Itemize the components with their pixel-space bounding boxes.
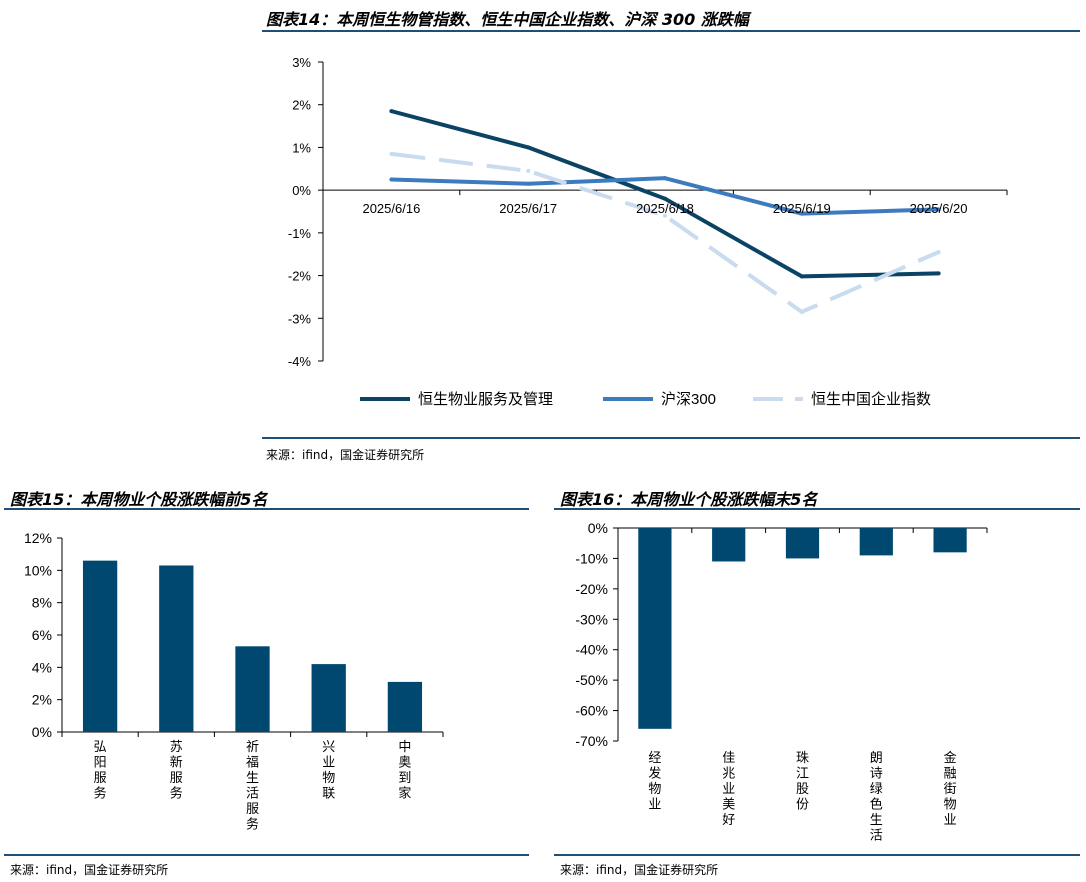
line-series-1-point [526, 145, 531, 150]
bottom5-chart-y-tick-label: -40% [575, 642, 608, 658]
line-series-2-point [663, 176, 667, 181]
line-series-2-point [936, 207, 941, 212]
line-chart-x-tick-label: 2025/6/19 [773, 201, 831, 216]
bottom5-chart-y-tick-label: -10% [575, 550, 608, 566]
legend-label-2: 沪深300 [661, 391, 716, 408]
line-chart-x-tick-label: 2025/6/17 [499, 201, 557, 216]
bottom5-chart-bar [785, 528, 820, 559]
bottom5-chart-category-label: 珠江股份 [796, 750, 809, 812]
line-series-2-point [389, 177, 394, 182]
bottom5-chart-y-tick-label: -60% [575, 703, 608, 719]
line-chart-x-tick-label: 2025/6/18 [636, 201, 694, 216]
line-series-1-point [389, 109, 394, 114]
top5-chart-bar [235, 646, 270, 732]
figure16-bottom-rule [554, 854, 1080, 856]
bottom5-chart-category-label: 金融街物业 [944, 750, 957, 827]
bottom5-chart-bar [638, 528, 672, 729]
top5-chart-y-tick-label: 6% [32, 627, 52, 643]
line-series-1-point [799, 274, 804, 279]
bottom5-chart-y-tick-label: -20% [575, 581, 608, 597]
line-chart-y-tick-label: -4% [288, 354, 312, 369]
top5-chart-y-tick-label: 10% [24, 562, 52, 578]
top5-chart-category-label: 苏新服务 [170, 739, 183, 801]
line-series-3-point [799, 309, 804, 314]
line-chart-y-tick-label: 2% [292, 98, 311, 113]
line-series-1 [390, 109, 939, 279]
line-series-1-point [663, 196, 667, 201]
line-series-3-point [663, 213, 667, 218]
bottom5-chart-bar [712, 528, 746, 562]
top5-chart-y-tick-label: 12% [24, 530, 52, 546]
top5-chart-category-label: 弘阳服务 [94, 739, 107, 801]
line-series-3-point [389, 151, 394, 156]
figure16-top-rule [554, 508, 1080, 510]
line-chart-y-tick-label: -1% [288, 226, 312, 241]
bottom5-chart-bar [933, 528, 967, 553]
legend-label-1: 恒生物业服务及管理 [418, 391, 553, 408]
line-chart: 3% 2% 1% 0% -1% -2% -3% -4% 2025/6/16 2025/6/17 20… [288, 55, 1008, 408]
figure16-source: 来源：ifind，国金证券研究所 [560, 863, 719, 877]
figure15-bottom-rule [4, 854, 529, 856]
line-chart-x-tick-label: 2025/6/16 [362, 201, 420, 216]
line-chart-y-tick-label: -3% [288, 311, 312, 326]
top5-chart-y-tick-label: 8% [32, 595, 52, 611]
top5-chart-bar [82, 560, 118, 732]
bottom5-chart-y-tick-label: -70% [575, 733, 608, 749]
line-series-1-point [936, 271, 941, 276]
bottom5-chart-y-tick-label: 0% [588, 520, 608, 536]
figure15-source: 来源：ifind，国金证券研究所 [10, 863, 169, 877]
figure14-title: 图表14：本周恒生物管指数、恒生中国企业指数、沪深 300 涨跌幅 [266, 10, 749, 29]
line-series-2-point [799, 211, 804, 216]
top5-bar-chart: 12% 10% 8% 6% 4% 2% 0% 弘阳服务 苏新服务 祈福生活服务 兴业物联 中奥到家 [24, 530, 444, 832]
line-series-3 [391, 151, 940, 314]
top5-chart-bar [387, 681, 423, 732]
bottom5-bar-chart: 0% -10% -20% -30% -40% -50% -60% -70% 经发物业 佳兆业美好 珠… [575, 520, 988, 843]
bottom5-chart-bar [859, 528, 893, 556]
top5-chart-category-label: 兴业物联 [322, 739, 335, 801]
bottom5-chart-y-tick-label: -50% [575, 672, 608, 688]
figure15-title: 图表15：本周物业个股涨跌幅前5名 [10, 490, 268, 509]
figure16-title: 图表16：本周物业个股涨跌幅末5名 [560, 490, 818, 509]
line-series-3-point [936, 250, 941, 255]
top5-chart-category-label: 中奥到家 [398, 739, 411, 801]
top5-chart-category-label: 祈福生活服务 [246, 739, 259, 832]
top5-chart-y-tick-label: 2% [32, 692, 52, 708]
figure14-bottom-rule [262, 437, 1080, 439]
line-series-2-point [526, 181, 531, 186]
bottom5-chart-category-label: 朗诗绿色生活 [870, 750, 883, 843]
line-chart-x-tick-label: 2025/6/20 [910, 201, 968, 216]
line-chart-y-tick-label: 1% [292, 140, 311, 155]
top5-chart-bar [159, 565, 194, 732]
figure14-top-rule [262, 30, 1080, 32]
figure15-top-rule [4, 508, 529, 510]
bottom5-chart-y-tick-label: -30% [575, 611, 608, 627]
legend-label-3: 恒生中国企业指数 [811, 390, 931, 408]
bottom5-chart-category-label: 佳兆业美好 [722, 750, 735, 827]
top5-chart-bar [311, 664, 346, 732]
bottom5-chart-category-label: 经发物业 [648, 750, 661, 812]
top5-chart-y-tick-label: 0% [32, 724, 52, 740]
line-chart-y-tick-label: 0% [292, 183, 311, 198]
line-series-3-point [526, 168, 531, 173]
figure14-source: 来源：ifind，国金证券研究所 [266, 448, 425, 462]
line-chart-y-tick-label: 3% [292, 55, 311, 70]
top5-chart-y-tick-label: 4% [32, 659, 52, 675]
line-chart-y-tick-label: -2% [288, 269, 312, 284]
